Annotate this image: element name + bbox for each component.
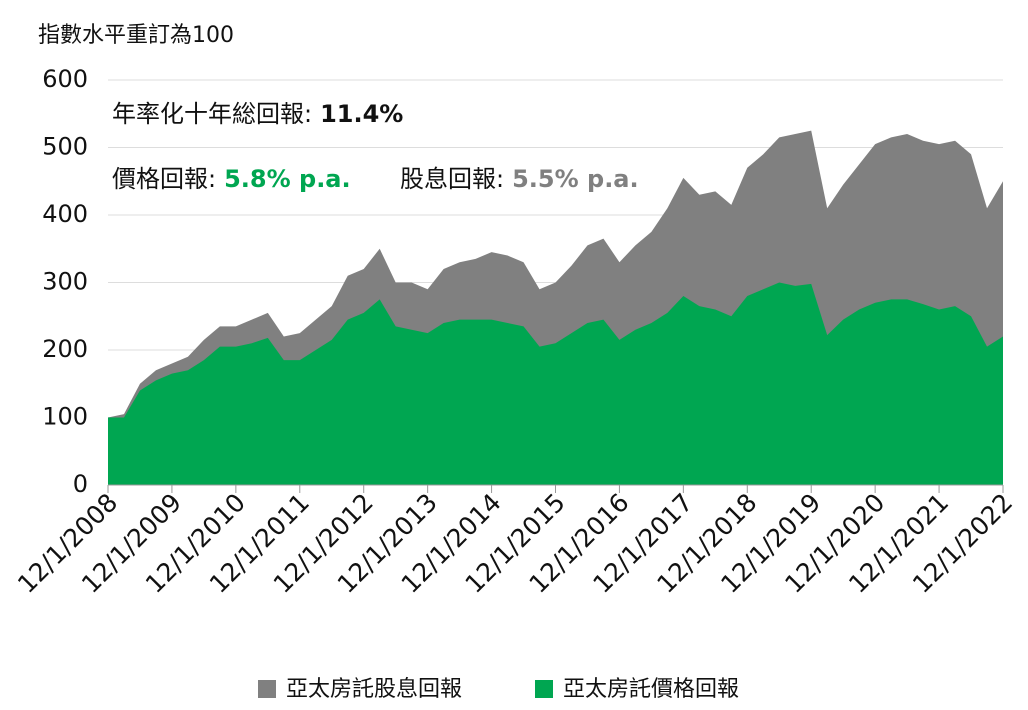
y-tick-label: 600 xyxy=(42,65,88,93)
annotation-value: 5.8% p.a. xyxy=(224,165,351,193)
area xyxy=(108,282,1003,485)
y-tick-label: 300 xyxy=(42,268,88,296)
annotation-label: 股息回報: xyxy=(400,165,504,193)
annotation-value: 5.5% p.a. xyxy=(512,165,639,193)
legend-label: 亞太房託價格回報 xyxy=(563,677,739,702)
legend-swatch xyxy=(535,680,553,698)
annotation: 股息回報: 5.5% p.a. xyxy=(400,165,639,193)
annotation-value: 11.4% xyxy=(320,100,403,128)
y-tick-label: 500 xyxy=(42,133,88,161)
y-tick-label: 200 xyxy=(42,335,88,363)
annotation: 價格回報: 5.8% p.a. xyxy=(112,165,351,193)
annotation-label: 年率化十年総回報: xyxy=(112,100,312,128)
y-tick-label: 400 xyxy=(42,200,88,228)
y-axis-label: 指數水平重訂為100 xyxy=(38,23,234,48)
legend-swatch xyxy=(258,680,276,698)
y-tick-label: 0 xyxy=(73,470,88,498)
legend-label: 亞太房託股息回報 xyxy=(286,677,462,702)
annotation-label: 價格回報: xyxy=(112,165,216,193)
y-tick-label: 100 xyxy=(42,403,88,431)
annotation: 年率化十年総回報: 11.4% xyxy=(112,100,403,128)
